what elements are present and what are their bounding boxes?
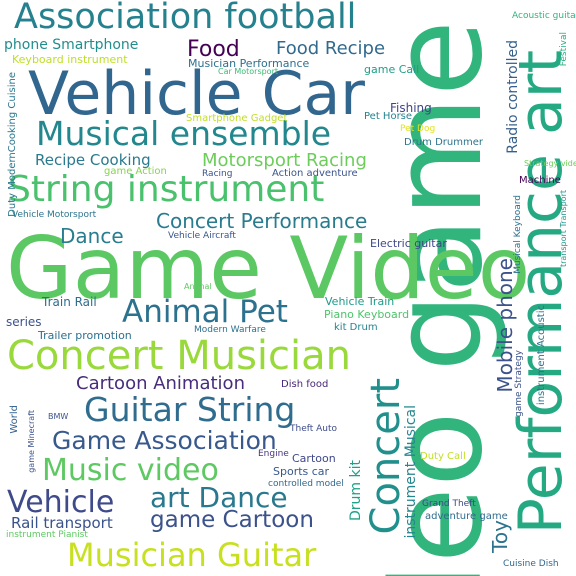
word: game Call [364, 63, 420, 76]
word: Musician Guitar [67, 536, 317, 574]
word: Piano Keyboard [324, 308, 410, 321]
word: Pet Dog [400, 124, 436, 134]
word: Concert [363, 378, 409, 535]
word: Toy [488, 520, 512, 553]
word: Animal [184, 282, 212, 291]
word: Duty ModernCooking Cuisine [7, 72, 18, 217]
word: game Strategy [514, 350, 524, 417]
word: Animal Pet [122, 294, 288, 330]
word: Theft Auto [290, 424, 338, 434]
word: transport Transport [559, 190, 568, 268]
word: game Action [104, 166, 167, 177]
word: instrument Musical [403, 405, 419, 539]
word: Sports car [273, 465, 330, 478]
word: art Dance [150, 481, 288, 514]
word: Musical ensemble [36, 114, 332, 153]
word: Engine [258, 449, 289, 459]
word: kit Drum [334, 322, 378, 333]
word: instrument Acoustic [536, 305, 547, 406]
word: adventure game [425, 511, 508, 522]
word: String instrument [8, 169, 325, 210]
word: Drum kit [348, 460, 364, 521]
word: series [6, 315, 42, 329]
word: Game Video [6, 219, 531, 319]
word: BMW [48, 412, 69, 421]
word: Concert Performance [156, 209, 368, 233]
word: Cartoon [292, 452, 336, 465]
word: Game Association [52, 426, 277, 455]
word: Vehicle Motorsport [12, 210, 97, 220]
word: Trailer promotion [38, 329, 132, 342]
word: Vehicle Aircraft [168, 231, 236, 241]
word: Smartphone Gadget [186, 113, 288, 124]
word: Train Rail [42, 295, 97, 309]
word: Car Motorsport [218, 67, 279, 76]
word: Food [187, 37, 240, 62]
word: Radio controlled [505, 40, 521, 154]
word: Action adventure [272, 168, 358, 179]
word: Cartoon Animation [76, 373, 245, 394]
word: Musician Performance [188, 57, 310, 70]
word: Machine [519, 175, 561, 186]
word: Keyboard instrument [12, 53, 128, 66]
word: Vehicle [7, 485, 115, 520]
word: Vehicle Car [28, 59, 365, 129]
word: Electric guitar [370, 237, 447, 250]
word: Modern Warfare [194, 325, 266, 335]
word: game Cartoon [150, 507, 314, 533]
word: Food Recipe [276, 38, 386, 59]
word: Duty Call [420, 451, 466, 462]
word: Dance [60, 224, 124, 248]
word: phone Smartphone [4, 37, 139, 53]
word: Recipe Cooking [35, 151, 151, 169]
word: Drum Drummer [404, 137, 483, 148]
word: Music video [42, 453, 219, 488]
word: Guitar String [84, 390, 296, 429]
word: Cuisine Dish [503, 559, 559, 569]
word: Acoustic guitar [512, 11, 576, 21]
word: Association football [14, 0, 357, 37]
word: Fishing [390, 101, 432, 115]
word: instrument Pianist [6, 530, 88, 540]
word: Musical Keyboard [513, 195, 523, 274]
word: controlled model [268, 479, 344, 489]
word: Motorsport Racing [202, 150, 367, 171]
word: Pet Horse [364, 111, 413, 122]
word: Concert Musician [7, 333, 351, 379]
word: Festival [559, 32, 569, 67]
word: Mobile phone [493, 258, 517, 393]
word: Strategy video [524, 159, 576, 168]
word: Rail transport [11, 514, 113, 532]
word: Grand Theft [422, 499, 476, 509]
word: game Minecraft [27, 410, 36, 473]
word: Dish food [281, 379, 329, 390]
word: Racing [202, 169, 233, 179]
word: Vehicle Train [325, 295, 395, 308]
word: World [9, 405, 20, 434]
